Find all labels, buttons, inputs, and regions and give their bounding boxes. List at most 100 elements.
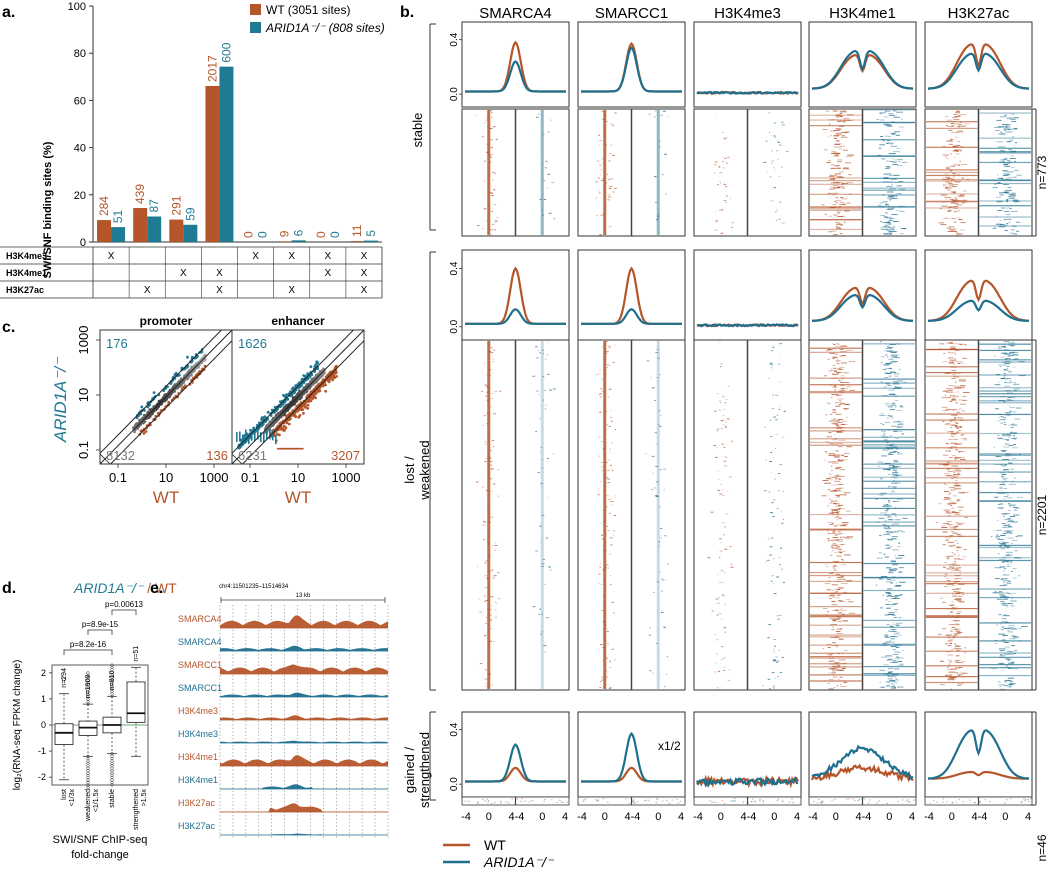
heatmap-signal: [953, 620, 960, 622]
heatmap-signal: [956, 131, 964, 133]
corner-hatch: [100, 453, 111, 464]
heatmap-signal: [489, 608, 492, 610]
heatmap-signal: [946, 558, 950, 560]
heatmap-signal: [1011, 653, 1014, 655]
heatmap-signal: [958, 583, 965, 585]
heatmap-signal: [886, 208, 893, 210]
heatmap-signal: [493, 358, 495, 360]
heatmap-signal: [606, 657, 608, 659]
heatmap-signal: [995, 408, 999, 410]
x-tick-label: 4: [909, 811, 915, 823]
heatmap-signal: [1006, 162, 1011, 164]
profile-line-ko: [465, 743, 566, 783]
heatmap-signal: [878, 147, 882, 149]
bar-label-ko: 51: [111, 209, 125, 223]
heatmap-signal: [997, 146, 1005, 148]
profile-ytick-label: 0.0: [449, 319, 460, 333]
heatmap-signal: [834, 386, 836, 387]
heatmap-signal: [886, 125, 893, 127]
heatmap-band: [863, 109, 915, 111]
heatmap-signal: [532, 375, 536, 377]
heatmap-signal: [946, 119, 953, 121]
heatmap-signal: [943, 566, 946, 568]
heatmap-signal: [996, 196, 1002, 198]
heatmap-signal: [955, 361, 963, 362]
heatmap-signal: [1009, 351, 1015, 353]
heatmap-signal: [541, 566, 544, 568]
heatmap-signal: [831, 500, 838, 502]
heatmap-band: [979, 374, 1031, 376]
heatmap-signal: [610, 451, 612, 453]
heatmap-signal: [948, 361, 953, 363]
heatmap-signal: [946, 580, 951, 582]
heatmap-signal: [949, 678, 951, 680]
heatmap-signal: [890, 646, 897, 648]
heatmap-band: [810, 441, 862, 444]
profile-line-ko: [465, 308, 566, 325]
heatmap-signal: [1008, 197, 1016, 199]
heatmap-signal: [836, 182, 844, 183]
heatmap-signal: [957, 164, 961, 166]
heatmap-signal: [956, 479, 958, 481]
heatmap-signal: [1021, 801, 1023, 803]
heatmap-signal: [652, 672, 654, 674]
heatmap-signal: [948, 396, 951, 398]
heatmap-signal: [943, 217, 949, 219]
heatmap-signal: [608, 512, 612, 514]
heatmap-signal: [961, 202, 966, 204]
heatmap-center: [656, 341, 660, 689]
heatmap-signal: [952, 567, 959, 569]
heatmap-signal: [599, 174, 601, 176]
heatmap-signal: [938, 222, 944, 224]
heatmap-signal: [945, 539, 949, 541]
heatmap-signal: [948, 206, 956, 208]
heatmap-signal: [611, 125, 615, 126]
heatmap-signal: [882, 123, 889, 125]
heatmap-signal: [998, 681, 1001, 683]
heatmap-signal: [777, 798, 780, 800]
heatmap-signal: [771, 408, 775, 410]
heatmap-signal: [560, 801, 563, 803]
heatmap-signal: [613, 187, 617, 189]
heatmap-signal: [891, 197, 898, 199]
heatmap-signal: [606, 364, 610, 366]
heatmap-signal: [945, 188, 949, 189]
heatmap-signal: [1013, 593, 1016, 594]
heatmap-signal: [1001, 626, 1004, 628]
heatmap-signal: [1009, 207, 1012, 209]
heatmap-signal: [1002, 126, 1009, 128]
heatmap-signal: [843, 523, 848, 525]
heatmap-signal: [719, 209, 722, 211]
heatmap-signal: [1004, 146, 1006, 148]
heatmap-signal: [946, 521, 952, 523]
heatmap-signal: [884, 233, 892, 235]
heatmap-signal: [721, 209, 724, 211]
heatmap-signal: [952, 527, 957, 529]
heatmap-signal: [840, 685, 848, 687]
heatmap-signal: [1002, 684, 1008, 686]
heatmap-signal: [955, 426, 959, 427]
heatmap-signal: [1003, 439, 1009, 441]
heatmap-signal: [838, 533, 844, 534]
heatmap-signal: [827, 533, 831, 534]
heatmap-signal: [1007, 626, 1015, 628]
heatmap-signal: [1006, 555, 1011, 557]
heatmap-signal: [1018, 375, 1026, 377]
heatmap-signal: [1020, 801, 1022, 803]
heatmap-signal: [832, 343, 834, 345]
heatmap-signal: [885, 124, 891, 126]
heatmap-signal: [942, 146, 946, 148]
scatter-point: [173, 383, 177, 386]
heatmap-signal: [714, 410, 717, 412]
heatmap-signal: [716, 393, 719, 395]
heatmap-signal: [839, 148, 843, 150]
heatmap-signal: [779, 464, 782, 466]
heatmap-signal: [842, 354, 847, 356]
heatmap-signal: [895, 679, 900, 681]
heatmap-signal: [842, 187, 845, 189]
heatmap-signal: [1006, 159, 1010, 161]
heatmap-signal: [1008, 194, 1014, 195]
heatmap-signal: [1007, 186, 1012, 188]
heatmap-signal: [883, 177, 889, 179]
heatmap-signal: [999, 194, 1004, 196]
